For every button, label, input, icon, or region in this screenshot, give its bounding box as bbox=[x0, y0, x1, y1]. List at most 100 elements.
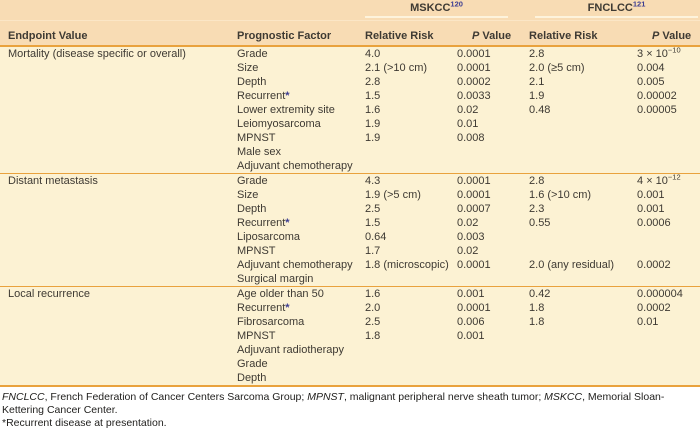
fnclcc-relative-risk-cell: 2.1 bbox=[529, 76, 545, 88]
table-row: Local recurrence Age older than 50 1.6 0.00… bbox=[0, 286, 700, 385]
factor-cell: Recurrent* bbox=[237, 302, 290, 314]
mskcc-p-value-cell: 0.001 bbox=[452, 286, 525, 301]
factor-cell: Recurrent* bbox=[237, 90, 290, 102]
mskcc-relative-risk-cell: 1.5 bbox=[365, 217, 381, 229]
mskcc-p-value-cell bbox=[452, 371, 524, 385]
fnclcc-p-value-cell bbox=[632, 145, 700, 159]
table-row: Depth 2.8 0.0002 2.1 0.005 bbox=[0, 75, 700, 89]
factor-cell: Lower extremity site bbox=[237, 104, 335, 116]
mskcc-relative-risk-cell bbox=[360, 357, 452, 371]
mskcc-relative-risk-cell: 1.8 bbox=[365, 330, 381, 342]
mskcc-relative-risk-cell: 2.5 bbox=[365, 203, 381, 215]
abbreviation-term: MPNST bbox=[307, 391, 344, 403]
fnclcc-relative-risk-cell: 2.3 bbox=[529, 203, 545, 215]
mskcc-relative-risk-cell: 1.9 (>5 cm) bbox=[365, 189, 421, 201]
table-row: Liposarcoma 0.64 0.003 bbox=[0, 230, 700, 244]
col-header-prognostic-factor: Prognostic Factor bbox=[232, 20, 360, 47]
factor-cell: Adjuvant chemotherapy bbox=[237, 160, 353, 172]
mskcc-p-value-cell: 0.01 bbox=[457, 118, 479, 130]
table-row: Recurrent* 2.0 0.0001 1.8 0.0002 bbox=[0, 301, 700, 315]
table-row: Size 1.9 (>5 cm) 0.0001 1.6 (>10 cm) 0.001 bbox=[0, 188, 700, 202]
mskcc-p-value-cell: 0.02 bbox=[457, 245, 479, 257]
mskcc-p-value-cell: 0.0001 bbox=[452, 173, 525, 188]
footer-divider bbox=[0, 385, 700, 387]
fnclcc-p-value-cell bbox=[632, 230, 700, 244]
fnclcc-relative-risk-cell bbox=[524, 145, 632, 159]
fnclcc-p-value-cell: 0.00002 bbox=[637, 90, 677, 102]
mskcc-p-value-cell: 0.0001 bbox=[457, 302, 491, 314]
col-header-endpoint-value: Endpoint Value bbox=[0, 20, 232, 47]
table-row: Male sex bbox=[0, 145, 700, 159]
mskcc-p-value-cell: 0.0001 bbox=[457, 189, 491, 201]
fnclcc-p-value-cell: 3 × 10−10 bbox=[637, 45, 681, 60]
fnclcc-p-value-cell bbox=[632, 159, 700, 174]
mskcc-relative-risk-cell: 1.6 bbox=[360, 286, 452, 301]
factor-cell: Grade bbox=[237, 358, 268, 370]
fnclcc-relative-risk-cell: 1.6 (>10 cm) bbox=[529, 189, 592, 201]
mskcc-relative-risk-cell: 1.9 bbox=[365, 118, 381, 130]
table-row: Surgical margin bbox=[0, 272, 700, 287]
col-header-relative-risk-fnclcc: Relative Risk bbox=[524, 20, 633, 47]
mskcc-p-value-cell bbox=[452, 159, 524, 174]
mskcc-p-value-cell: 0.0007 bbox=[457, 203, 491, 215]
abbreviation-term: MSKCC bbox=[544, 391, 583, 403]
mskcc-p-value-cell bbox=[452, 343, 524, 357]
mskcc-p-value-cell: 0.0033 bbox=[457, 90, 491, 102]
fnclcc-relative-risk-cell: 2.8 bbox=[529, 48, 545, 60]
fnclcc-relative-risk-cell: 0.42 bbox=[524, 286, 633, 301]
fnclcc-relative-risk-cell: 2.0 (any residual) bbox=[529, 259, 615, 271]
endpoint-cell: Local recurrence bbox=[0, 286, 232, 385]
fnclcc-p-value-cell: 0.0002 bbox=[637, 302, 671, 314]
fnclcc-relative-risk-cell bbox=[524, 357, 632, 371]
fnclcc-p-value-cell: 0.005 bbox=[637, 76, 665, 88]
abbreviation-definition: , Memorial Sloan-Kettering Cancer Center… bbox=[2, 391, 665, 416]
mskcc-label-with-citation: MSKCC120 bbox=[365, 0, 509, 18]
fnclcc-relative-risk-cell bbox=[524, 117, 632, 131]
table-row: MPNST 1.9 0.008 bbox=[0, 131, 700, 145]
fnclcc-p-value-cell: 0.0006 bbox=[637, 217, 671, 229]
fnclcc-relative-risk-cell bbox=[524, 329, 632, 343]
mskcc-p-value-cell: 0.02 bbox=[457, 217, 479, 229]
fnclcc-p-value-cell bbox=[632, 357, 700, 371]
mskcc-p-value-cell: 0.006 bbox=[457, 316, 485, 328]
fnclcc-relative-risk-cell bbox=[524, 244, 632, 258]
col-header-p-value-mskcc: P Value bbox=[452, 20, 525, 47]
fnclcc-relative-risk-cell: 1.8 bbox=[529, 316, 545, 328]
abbreviation-definition: , malignant peripheral nerve sheath tumo… bbox=[343, 391, 545, 403]
column-header-row: Endpoint Value Prognostic Factor Relativ… bbox=[0, 20, 700, 47]
mskcc-p-value-cell: 0.0001 bbox=[457, 62, 491, 74]
fnclcc-relative-risk-cell bbox=[524, 230, 632, 244]
mskcc-p-value-cell bbox=[452, 357, 524, 371]
endpoint-cell: Mortality (disease specific or overall) bbox=[8, 48, 186, 60]
table-row: Depth bbox=[0, 371, 700, 385]
fnclcc-p-value-cell: 0.004 bbox=[637, 62, 665, 74]
col-header-p-value-fnclcc: P Value bbox=[632, 20, 700, 47]
abbreviations-note: FNCLCC, French Federation of Cancer Cent… bbox=[2, 391, 694, 417]
fnclcc-label-with-citation: FNCLCC121 bbox=[535, 0, 699, 18]
mskcc-relative-risk-cell: 1.6 bbox=[365, 104, 381, 116]
factor-cell: Adjuvant radiotherapy bbox=[237, 344, 345, 356]
table-row: Adjuvant radiotherapy bbox=[0, 343, 700, 357]
group-header-mskcc: MSKCC120 bbox=[360, 0, 525, 21]
table-row: Size 2.1 (>10 cm) 0.0001 2.0 (≥5 cm) 0.004 bbox=[0, 61, 700, 75]
table-row: MPNST 1.8 0.001 bbox=[0, 329, 700, 343]
abbreviation-definition: , French Federation of Cancer Centers Sa… bbox=[44, 391, 308, 403]
factor-cell: Grade bbox=[232, 173, 360, 188]
mskcc-relative-risk-cell: 1.8 (microscopic) bbox=[365, 259, 449, 271]
fnclcc-p-value-cell: 4 × 10−12 bbox=[632, 173, 700, 188]
factor-cell: Age older than 50 bbox=[232, 286, 360, 301]
fnclcc-p-value-cell bbox=[632, 329, 700, 343]
mskcc-relative-risk-cell bbox=[360, 145, 452, 159]
factor-cell: MPNST bbox=[237, 132, 276, 144]
table-row: Distant metastasis Grade 4.3 0.0001 2.8 4 × 1… bbox=[0, 173, 700, 287]
factor-cell: Surgical margin bbox=[237, 273, 314, 285]
fnclcc-p-value-cell bbox=[632, 272, 700, 287]
factor-cell: Liposarcoma bbox=[237, 231, 300, 243]
fnclcc-p-value-cell bbox=[632, 244, 700, 258]
mskcc-relative-risk-cell bbox=[360, 343, 452, 357]
mskcc-relative-risk-cell: 1.9 bbox=[365, 132, 381, 144]
factor-cell: Recurrent* bbox=[237, 217, 290, 229]
mskcc-relative-risk-cell bbox=[360, 371, 452, 385]
mskcc-relative-risk-cell bbox=[360, 159, 452, 174]
table-row: Recurrent* 1.5 0.0033 1.9 0.00002 bbox=[0, 89, 700, 103]
